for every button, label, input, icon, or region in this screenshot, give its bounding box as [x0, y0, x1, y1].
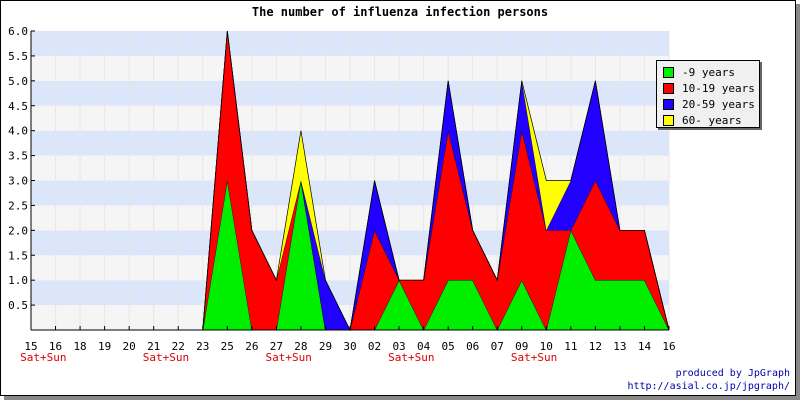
y-tick-label: 6.0 [8, 25, 28, 38]
y-tick-label: 5.0 [8, 75, 28, 88]
legend-item: -9 years [663, 64, 759, 80]
x-tick-label: 04 [417, 340, 431, 353]
x-tick-label: 14 [638, 340, 652, 353]
y-tick-label: 1.5 [8, 249, 28, 262]
x-tick-label: 20 [123, 340, 136, 353]
weekend-label: Sat+Sun [143, 351, 189, 364]
legend-item: 20-59 years [663, 96, 759, 112]
y-tick-label: 1.0 [8, 274, 28, 287]
legend-item: 10-19 years [663, 80, 759, 96]
series-area [31, 31, 669, 330]
legend-swatch [663, 82, 674, 94]
credit-line-1: produced by JpGraph [675, 368, 790, 379]
x-tick-label: 16 [49, 340, 62, 353]
x-tick-label: 11 [564, 340, 577, 353]
x-tick-label: 22 [172, 340, 185, 353]
y-tick-label: 2.0 [8, 224, 28, 237]
legend-label: -9 years [682, 65, 735, 79]
x-tick-label: 10 [540, 340, 553, 353]
x-tick-label: 27 [270, 340, 283, 353]
y-tick-labels: 0.5 1.0 1.5 2.0 2.5 3.0 3.5 4.0 4.5 5.0 5.5 6.0 [8, 25, 35, 312]
legend-swatch [663, 114, 674, 126]
y-tick-label: 3.5 [8, 150, 28, 163]
weekend-labels: Sat+Sun Sat+Sun Sat+Sun Sat+Sun Sat+Sun [20, 351, 557, 364]
x-tick-label: 02 [368, 340, 381, 353]
x-tick-label: 16 [662, 340, 675, 353]
y-tick-label: 0.5 [8, 299, 28, 312]
weekend-label: Sat+Sun [511, 351, 557, 364]
legend-swatch [663, 98, 674, 110]
x-tick-label: 09 [515, 340, 528, 353]
x-tick-label: 13 [613, 340, 626, 353]
weekend-label: Sat+Sun [20, 351, 66, 364]
weekend-label: Sat+Sun [265, 351, 311, 364]
x-tick-label: 12 [589, 340, 602, 353]
credit: produced by JpGraph http://asial.co.jp/j… [627, 367, 790, 393]
legend-item: 60- years [663, 112, 759, 128]
x-tick-label: 29 [319, 340, 332, 353]
x-tick-label: 06 [466, 340, 479, 353]
x-tick-label: 15 [24, 340, 37, 353]
x-tick-label: 28 [294, 340, 307, 353]
x-tick-label: 23 [196, 340, 209, 353]
legend-label: 60- years [682, 113, 742, 127]
legend-swatch [663, 66, 674, 78]
legend-label: 20-59 years [682, 97, 755, 111]
x-tick-label: 30 [343, 340, 356, 353]
x-tick-labels: 15 16 18 19 20 21 22 23 25 26 27 28 29 30 02 03 04 05 06 07… [24, 326, 676, 353]
y-tick-label: 4.0 [8, 125, 28, 138]
x-tick-label: 21 [147, 340, 160, 353]
x-tick-label: 25 [221, 340, 234, 353]
x-tick-label: 26 [245, 340, 258, 353]
legend: -9 years 10-19 years 20-59 years 60- yea… [656, 60, 760, 128]
weekend-label: Sat+Sun [388, 351, 434, 364]
chart-title: The number of influenza infection person… [252, 5, 548, 19]
x-tick-label: 07 [491, 340, 504, 353]
series-area [31, 31, 669, 330]
y-tick-label: 5.5 [8, 50, 28, 63]
y-tick-label: 4.5 [8, 100, 28, 113]
y-tick-label: 2.5 [8, 199, 28, 212]
x-tick-label: 03 [392, 340, 405, 353]
series-area [31, 180, 669, 330]
credit-line-2: http://asial.co.jp/jpgraph/ [627, 381, 790, 392]
x-tick-label: 18 [73, 340, 86, 353]
y-tick-label: 3.0 [8, 175, 28, 188]
legend-label: 10-19 years [682, 81, 755, 95]
x-tick-label: 05 [442, 340, 455, 353]
x-tick-label: 19 [98, 340, 111, 353]
